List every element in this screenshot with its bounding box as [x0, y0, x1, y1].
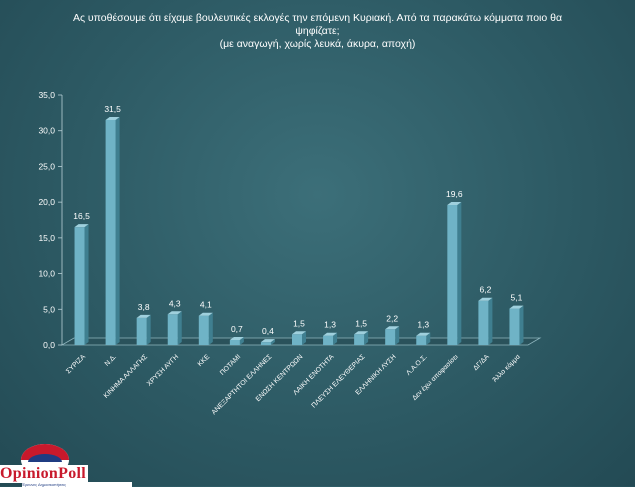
bar-top [447, 202, 462, 205]
bar-value-label: 1,3 [417, 320, 429, 330]
bar-side [302, 331, 306, 345]
category-label: ΚΚΕ [197, 353, 212, 368]
title-line-1: Ας υποθέσουμε ότι είχαμε βουλευτικές εκλ… [72, 12, 563, 24]
bar-top [385, 326, 400, 330]
opinionpoll-logo: OpinionPoll Έρευνες Δημοσκοπήσεις [0, 440, 150, 487]
bar-value-label: 0,7 [231, 324, 243, 334]
title-line-3: (με αναγωγή, χωρίς λευκά, άκυρα, αποχή) [219, 38, 416, 50]
y-tick-label: 10,0 [38, 269, 55, 279]
category-label: ΠΛΕΥΣΗ ΕΛΕΥΘΕΡΙΑΣ [311, 353, 367, 409]
bar-value-label: 31,5 [104, 104, 121, 114]
category-label: ΧΡΥΣΗ ΑΥΓΗ [146, 353, 180, 387]
bar-top [260, 339, 275, 343]
bar-value-label: 5,1 [511, 293, 523, 303]
category-label: Ν.Δ. [104, 353, 118, 367]
logo-subtitle: Έρευνες Δημοσκοπήσεις [22, 482, 132, 487]
y-tick-label: 35,0 [38, 90, 55, 100]
bar-top [416, 332, 431, 336]
y-tick-label: 0,0 [43, 340, 55, 350]
bar [105, 120, 116, 345]
bar-top [167, 311, 182, 315]
bar-side [270, 339, 275, 345]
bar-value-label: 0,4 [262, 326, 274, 336]
bar-top [478, 297, 493, 301]
bar-top [229, 337, 244, 340]
bar-value-label: 6,2 [479, 285, 491, 295]
bar [292, 334, 302, 345]
bar-side [208, 312, 213, 345]
bar-top [105, 117, 120, 120]
logo-emblem [18, 440, 72, 470]
bar-side [364, 331, 369, 345]
bar [416, 335, 427, 345]
bar-side [395, 326, 400, 345]
bar-value-label: 16,5 [73, 211, 90, 221]
bar-side [84, 224, 89, 345]
bar [167, 314, 178, 345]
bar-value-label: 4,3 [169, 298, 181, 308]
bar-top [509, 305, 524, 309]
chart-title: Ας υποθέσουμε ότι είχαμε βουλευτικές εκλ… [0, 12, 635, 51]
logo-wordmark: OpinionPoll [0, 465, 88, 483]
category-label: Άλλο κόμμα [491, 353, 522, 384]
y-tick-label: 25,0 [38, 161, 55, 171]
bar-value-label: 1,5 [355, 318, 367, 328]
y-tick-label: 15,0 [38, 233, 55, 243]
bar-side [333, 332, 338, 345]
bar-side [519, 305, 524, 345]
y-tick-label: 5,0 [43, 304, 55, 314]
bar [385, 329, 396, 345]
bar [198, 315, 209, 345]
category-label: ΣΥΡΙΖΑ [65, 353, 87, 375]
category-label: ΠΟΤΑΜΙ [219, 353, 242, 376]
bar-top [198, 312, 213, 316]
bar-side [457, 202, 462, 345]
bar [478, 300, 489, 345]
bar [323, 335, 334, 345]
bar [136, 317, 147, 345]
bar-side [146, 314, 151, 345]
bar-value-label: 19,6 [446, 189, 463, 199]
bar-side [488, 297, 493, 345]
category-label: Λ.Α.Ο.Σ. [405, 353, 428, 376]
y-tick-label: 30,0 [38, 126, 55, 136]
category-label: ΑΝΕΞΑΡΤΗΤΟΙ ΕΛΛΗΝΕΣ [211, 353, 274, 416]
bar-side [115, 117, 120, 345]
bar-value-label: 4,1 [200, 300, 212, 310]
bar [354, 334, 365, 345]
bar [447, 205, 458, 345]
bar-side [239, 337, 244, 345]
bar-top [136, 314, 151, 318]
bar-top [354, 331, 369, 335]
bar-value-label: 3,8 [138, 302, 150, 312]
title-line-2: ψηφίζατε; [295, 25, 340, 37]
bar-top [292, 331, 306, 335]
category-label: ΔΓ/ΔΑ [472, 353, 491, 372]
bar [509, 308, 520, 345]
bar-value-label: 2,2 [386, 313, 398, 323]
bar-side [177, 311, 182, 345]
bar-side [426, 332, 431, 345]
bar [229, 340, 240, 345]
bar [74, 227, 85, 345]
bar-top [323, 332, 338, 336]
bar [260, 342, 271, 345]
bar-top [74, 224, 89, 228]
y-tick-label: 20,0 [38, 197, 55, 207]
bar-value-label: 1,3 [324, 320, 336, 330]
bar-value-label: 1,5 [293, 318, 305, 328]
